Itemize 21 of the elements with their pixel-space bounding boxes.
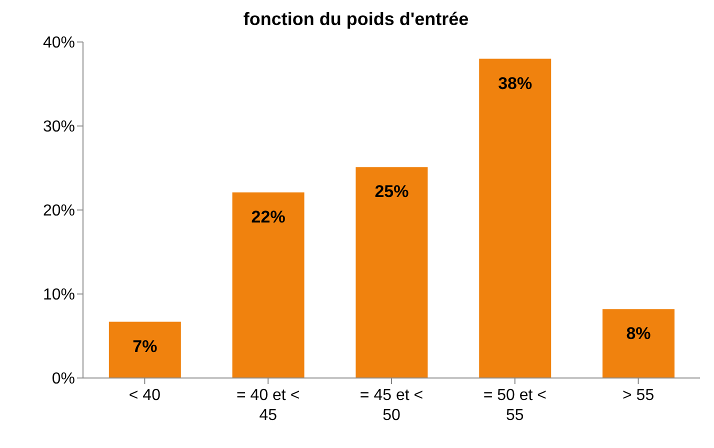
y-tick-label: 40% [42, 34, 75, 52]
y-tick-label: 0% [52, 370, 75, 388]
x-tick-label: > 55 [622, 387, 654, 404]
bar [232, 192, 304, 378]
y-tick-label: 20% [42, 202, 75, 220]
y-tick-label: 30% [42, 118, 75, 136]
data-label: 25% [374, 182, 409, 202]
data-label: 8% [626, 324, 651, 344]
bar [108, 322, 181, 378]
x-tick-label: = 50 et < 55 [483, 387, 546, 424]
bar [356, 167, 428, 378]
x-tick-label: = 45 et < 50 [360, 387, 424, 424]
data-label: 22% [251, 207, 286, 226]
data-label: 38% [498, 74, 532, 93]
bar [479, 58, 552, 378]
bar [602, 309, 675, 378]
x-tick-label: = 40 et < 45 [236, 387, 300, 424]
data-label: 7% [132, 336, 158, 356]
y-tick-label: 10% [42, 286, 75, 304]
chart-title: fonction du poids d'entrée [242, 8, 470, 30]
x-tick-label: < 40 [128, 387, 161, 404]
